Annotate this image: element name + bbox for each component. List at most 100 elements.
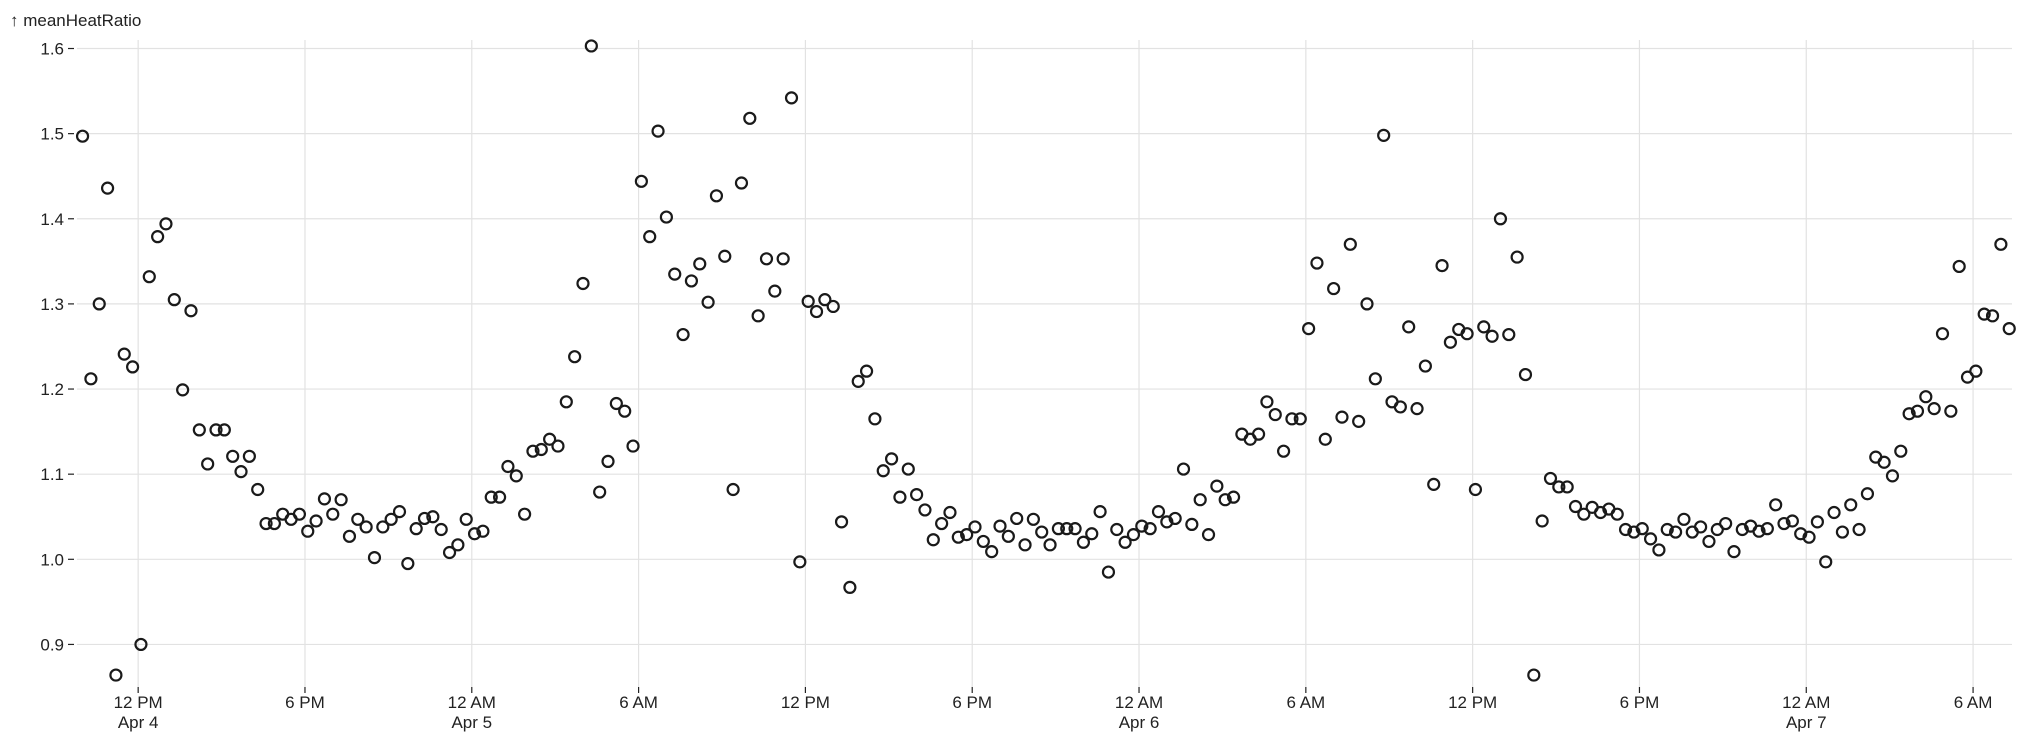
point — [1910, 404, 1925, 418]
point — [618, 404, 632, 418]
point — [1118, 535, 1132, 549]
point — [1618, 522, 1633, 537]
point — [2002, 321, 2016, 336]
point — [409, 522, 423, 536]
point — [1660, 522, 1674, 537]
point — [1752, 524, 1766, 538]
point — [1368, 372, 1382, 386]
point — [1785, 514, 1799, 528]
point — [184, 304, 198, 318]
point — [1777, 516, 1791, 531]
point — [359, 520, 373, 534]
point — [743, 111, 757, 125]
point — [1969, 364, 1983, 378]
point — [126, 360, 140, 374]
point — [626, 439, 640, 453]
point — [901, 462, 915, 476]
point — [826, 299, 840, 314]
point — [1093, 505, 1107, 519]
point — [526, 444, 540, 458]
point — [1819, 555, 1833, 569]
point — [417, 511, 432, 526]
point — [226, 449, 240, 463]
point — [1051, 522, 1066, 536]
point — [1143, 522, 1157, 536]
point — [1110, 522, 1124, 537]
point — [1543, 471, 1558, 486]
y-tick-label: 1.5 — [40, 125, 64, 144]
point — [1443, 335, 1458, 349]
point — [317, 492, 332, 506]
point — [1268, 407, 1282, 422]
point — [1226, 490, 1241, 504]
point — [1577, 507, 1591, 521]
point — [851, 374, 865, 388]
point — [476, 524, 490, 538]
point — [1568, 499, 1583, 514]
point — [342, 529, 357, 543]
point — [251, 482, 265, 497]
point — [609, 396, 623, 411]
y-tick-label: 1.1 — [40, 465, 64, 484]
point — [1010, 511, 1024, 526]
point — [784, 91, 799, 105]
point — [643, 230, 657, 244]
point — [726, 482, 740, 497]
point — [1952, 259, 1966, 274]
point — [151, 230, 165, 244]
point — [985, 545, 999, 559]
point — [451, 538, 465, 552]
point — [709, 189, 724, 203]
y-axis-label: ↑ meanHeatRatio — [10, 11, 141, 30]
point — [484, 490, 498, 504]
point — [518, 507, 532, 521]
x-tick-label: 12 AM Apr 7 — [1782, 693, 1830, 732]
point — [75, 129, 90, 143]
point — [1468, 482, 1483, 497]
point — [1043, 538, 1057, 552]
y-tick-label: 1.0 — [40, 550, 64, 569]
point — [1535, 514, 1549, 528]
point — [384, 512, 398, 526]
point — [834, 515, 849, 529]
point — [1327, 281, 1341, 296]
point — [1151, 505, 1166, 519]
point — [576, 276, 590, 291]
point — [559, 395, 573, 409]
x-tick-label: 6 AM — [1286, 693, 1325, 712]
point — [676, 327, 690, 342]
point — [1427, 477, 1441, 491]
point — [809, 304, 824, 319]
point — [1527, 668, 1541, 682]
point — [1168, 511, 1182, 526]
point — [376, 520, 390, 534]
point — [1977, 307, 1991, 321]
point — [651, 124, 665, 138]
point — [818, 293, 832, 307]
point — [684, 274, 699, 288]
x-tick-label: 12 AM Apr 5 — [448, 693, 496, 732]
point — [1493, 212, 1508, 226]
point — [1702, 534, 1716, 549]
point — [1935, 327, 1950, 341]
point — [1860, 487, 1875, 501]
point — [1101, 565, 1116, 579]
point — [392, 505, 407, 519]
point — [1377, 128, 1391, 142]
point — [176, 383, 190, 397]
point — [1643, 532, 1658, 546]
point — [1552, 480, 1566, 494]
point — [793, 555, 807, 569]
y-tick-label: 1.2 — [40, 380, 64, 399]
point — [551, 439, 565, 453]
point — [1827, 505, 1841, 520]
point — [1402, 320, 1416, 334]
point — [884, 452, 899, 466]
point — [1393, 400, 1407, 414]
point — [1994, 237, 2008, 251]
point — [801, 294, 815, 308]
point — [759, 252, 774, 266]
point — [993, 519, 1007, 533]
point — [267, 516, 281, 531]
point — [843, 580, 857, 594]
